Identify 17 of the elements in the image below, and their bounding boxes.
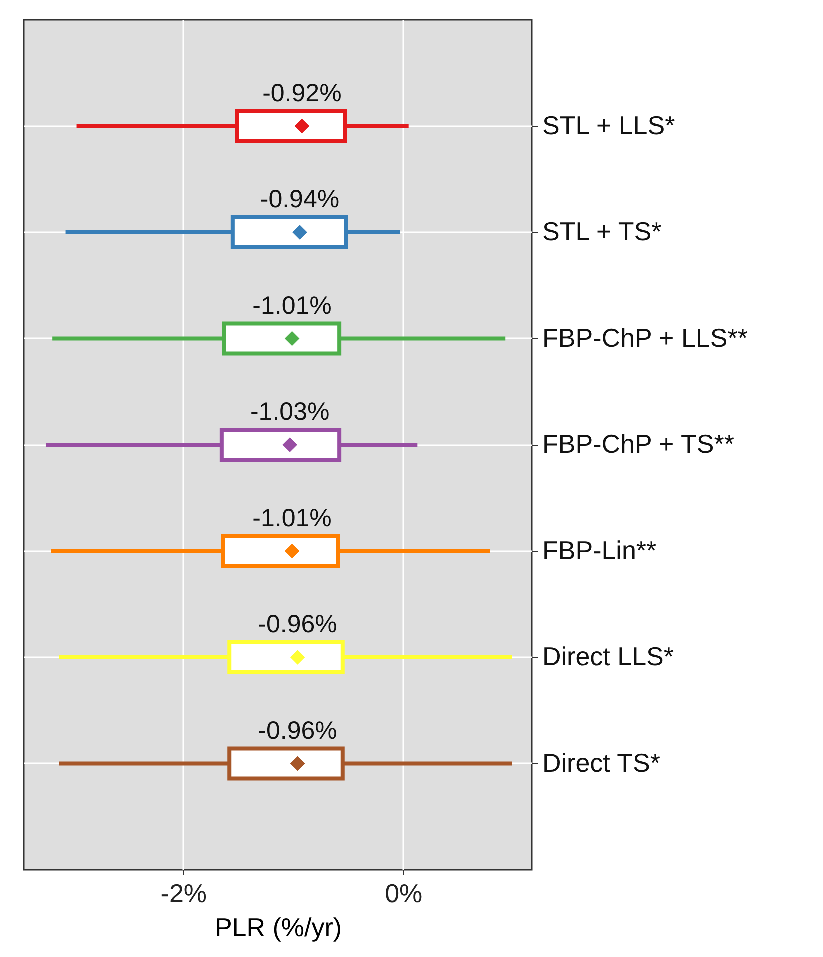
y-tick-label: Direct TS* xyxy=(542,748,660,778)
text: -1.03% xyxy=(250,398,330,426)
x-axis-title: PLR (%/yr) xyxy=(214,912,342,942)
y-tick-label: FBP-ChP + TS** xyxy=(542,429,734,459)
text: -0.92% xyxy=(262,79,342,108)
x-tick-label: -2% xyxy=(160,878,208,908)
text: -1.01% xyxy=(252,292,332,320)
text: -0.96% xyxy=(258,610,338,638)
y-tick-label: STL + LLS* xyxy=(542,110,676,140)
y-tick-label: FBP-ChP + LLS** xyxy=(542,322,748,353)
text: -0.96% xyxy=(258,716,338,745)
y-tick-label: Direct LLS* xyxy=(542,642,674,672)
x-tick-label: 0% xyxy=(385,878,423,908)
y-tick-label: FBP-Lin** xyxy=(542,535,657,566)
text: -0.94% xyxy=(260,186,340,214)
y-tick-label: STL + TS* xyxy=(542,216,662,246)
text: -1.01% xyxy=(252,504,332,532)
